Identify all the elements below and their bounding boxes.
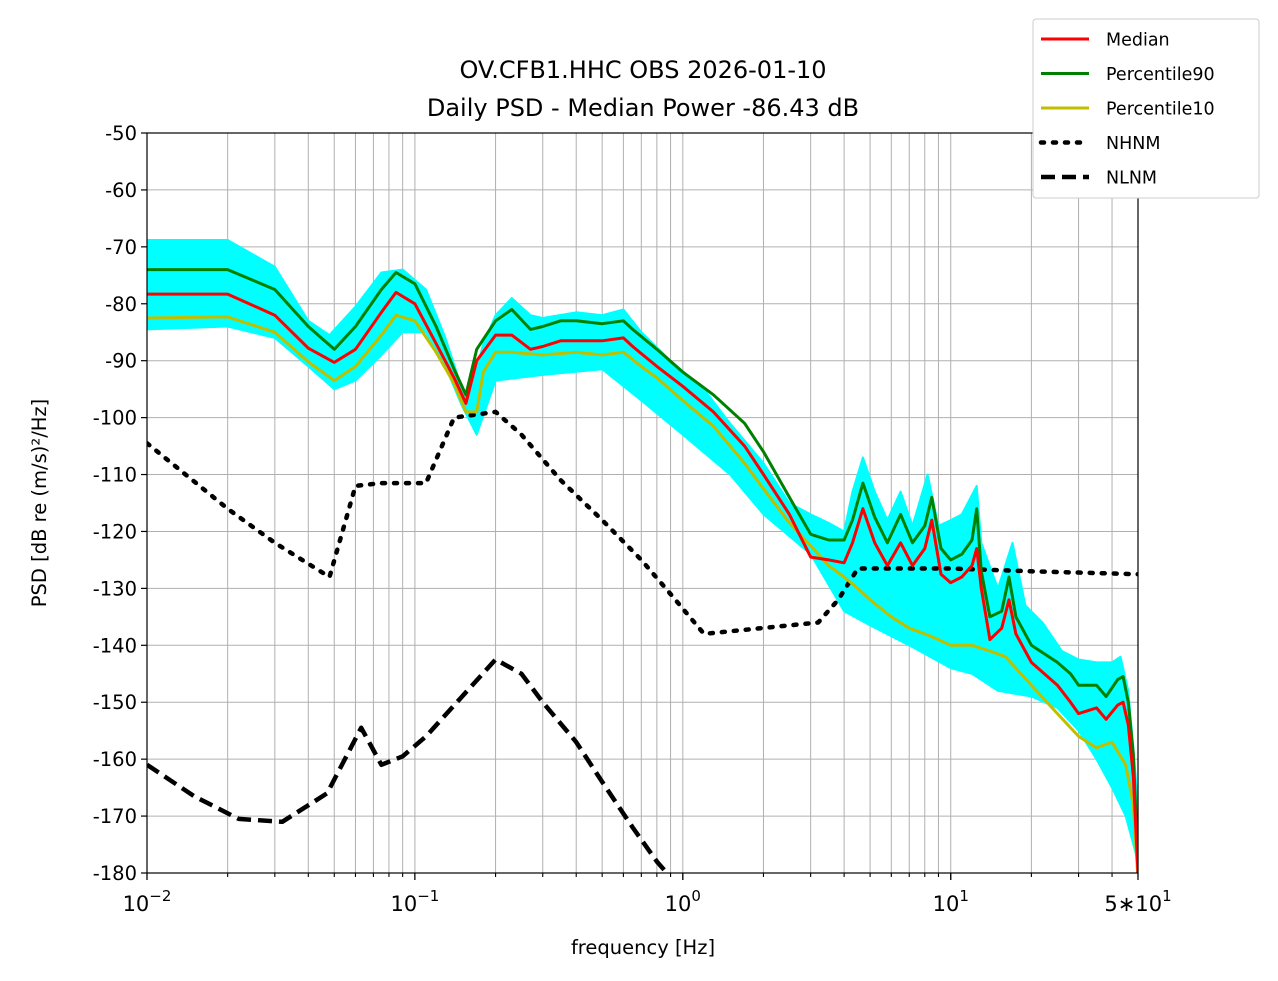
chart-subtitle: Daily PSD - Median Power -86.43 dB — [427, 94, 859, 122]
y-tick-label: -110 — [93, 464, 137, 487]
chart-title: OV.CFB1.HHC OBS 2026-01-10 — [459, 56, 826, 84]
x-tick-label: 10−2 — [123, 887, 172, 916]
grid — [146, 132, 1139, 874]
series-median — [147, 290, 1138, 873]
series-percentile90 — [147, 268, 1138, 862]
y-tick-label: -140 — [93, 634, 137, 657]
plot-background — [147, 133, 1138, 873]
y-tick-label: -150 — [93, 691, 137, 714]
series-nlnm — [147, 657, 670, 873]
y-tick-label: -180 — [93, 862, 137, 885]
legend-label-nlnm: NLNM — [1106, 169, 1157, 189]
y-tick-label: -100 — [93, 407, 137, 430]
y-tick-label: -90 — [105, 350, 137, 373]
x-tick-label: 101 — [933, 887, 969, 916]
x-tick-label: 100 — [665, 887, 701, 916]
x-tick-label: 5∗101 — [1104, 887, 1171, 916]
legend-box — [1032, 18, 1260, 199]
x-tick-label: 10−1 — [390, 887, 439, 916]
legend-label-percentile10: Percentile10 — [1106, 100, 1215, 120]
y-tick-label: -60 — [105, 179, 137, 202]
y-axis-label: PSD [dB re (m/s)²/Hz] — [28, 399, 51, 608]
x-axis-label: frequency [Hz] — [571, 936, 715, 959]
legend-label-median: Median — [1106, 31, 1170, 51]
y-tick-label: -80 — [105, 293, 137, 316]
y-tick-label: -120 — [93, 520, 137, 543]
legend: Median Percentile90 Percentile10 NHNM NLNM — [1032, 18, 1260, 199]
legend-label-nhnm: NHNM — [1106, 134, 1160, 154]
axis-ticks: -50 -60 -70 -80 -90 -100 -110 -120 -130 -140 -150 -… — [93, 122, 1172, 916]
y-tick-label: -50 — [105, 122, 137, 145]
y-tick-label: -70 — [105, 236, 137, 259]
series-layer — [147, 268, 1138, 873]
plot-frame — [146, 132, 1139, 874]
y-tick-label: -170 — [93, 805, 137, 828]
y-tick-label: -130 — [93, 577, 137, 600]
y-tick-label: -160 — [93, 748, 137, 771]
legend-label-percentile90: Percentile90 — [1106, 65, 1215, 85]
series-nhnm — [147, 409, 1138, 637]
series-percentile10 — [147, 313, 1138, 873]
